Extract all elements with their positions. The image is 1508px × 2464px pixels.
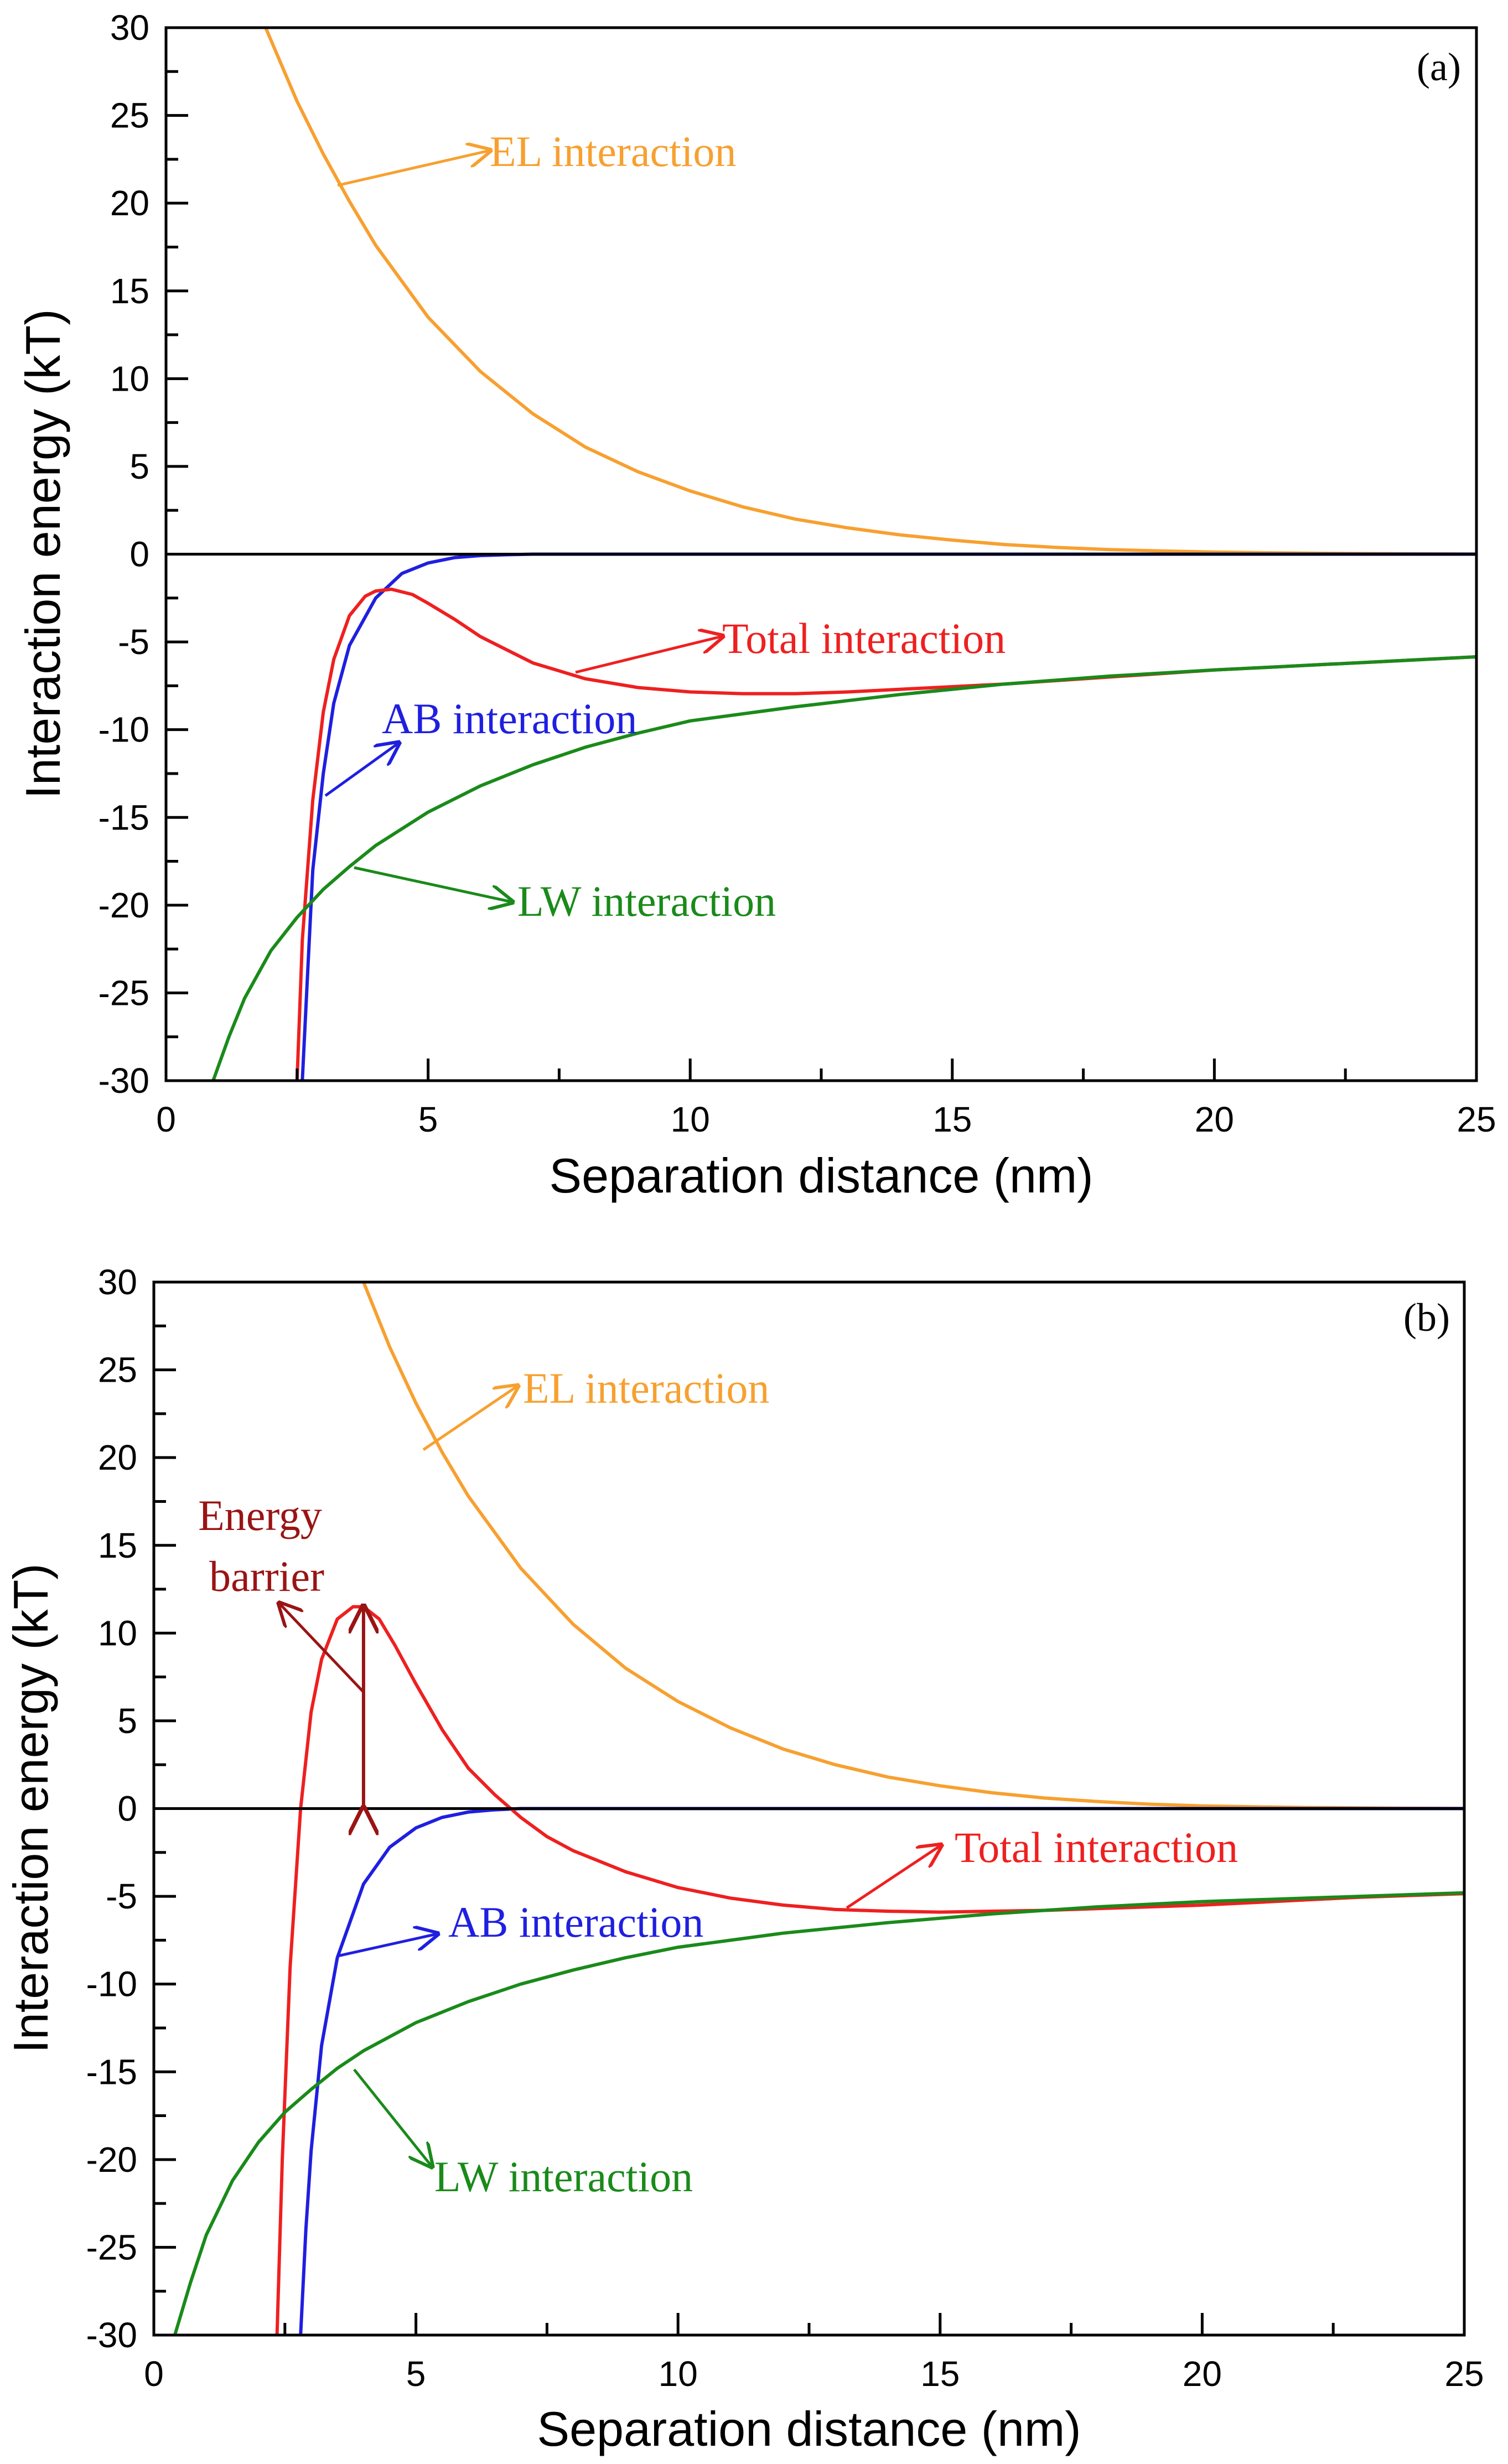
series-total-interaction-a bbox=[295, 587, 1476, 1081]
y-tick-label-a: 15 bbox=[110, 271, 149, 311]
tick-layer-b: 0 5 10 15 20 25 30 25 20 15 10 5 0 -5 -10 -15 -20 -25 -30 bbox=[86, 1262, 1484, 2394]
lw-label-a: LW interaction bbox=[517, 877, 776, 925]
y-tick-label-a: -25 bbox=[99, 973, 150, 1013]
energy-barrier-label-line1: Energy bbox=[198, 1491, 322, 1539]
x-axis-title-a: Separation distance (nm) bbox=[549, 1148, 1093, 1203]
y-tick-label-b: 10 bbox=[98, 1613, 137, 1653]
ab-label-a: AB interaction bbox=[382, 694, 637, 743]
y-tick-label-a: 5 bbox=[129, 447, 149, 486]
el-arrow-a bbox=[337, 151, 490, 187]
energy-barrier-label-line2: barrier bbox=[209, 1552, 324, 1600]
series-el-interaction-b bbox=[361, 1282, 1464, 1811]
series-ab-interaction-b bbox=[299, 1807, 1464, 2335]
ab-arrow-a bbox=[324, 743, 398, 797]
series-lw-interaction-b bbox=[173, 1891, 1464, 2335]
y-tick-label-a: 25 bbox=[110, 96, 149, 136]
x-tick-label-b: 5 bbox=[406, 2354, 426, 2394]
lw-label-b: LW interaction bbox=[434, 2152, 693, 2201]
series-layer-a bbox=[166, 28, 1476, 1081]
series-el-interaction-a bbox=[264, 28, 1476, 556]
y-tick-label-b: -30 bbox=[86, 2315, 138, 2355]
x-tick-label-a: 15 bbox=[932, 1099, 972, 1139]
total-arrow-a bbox=[575, 636, 722, 674]
series-total-interaction-b bbox=[275, 1605, 1464, 2335]
panel-label-b: (b) bbox=[1403, 1295, 1450, 1340]
y-tick-label-b: 25 bbox=[98, 1350, 137, 1390]
y-tick-label-b: -5 bbox=[106, 1876, 137, 1916]
panel-b: 0 5 10 15 20 25302520151050-5-10-15-20-25-30 … bbox=[3, 1262, 1484, 2456]
x-tick-label-a: 0 bbox=[156, 1099, 176, 1139]
y-tick-label-b: -25 bbox=[86, 2227, 138, 2267]
y-tick-label-b: -20 bbox=[86, 2140, 138, 2180]
y-tick-label-a: -20 bbox=[99, 885, 150, 925]
y-axis-title-b: Interaction energy (kT) bbox=[3, 1563, 58, 2053]
total-label-a: Total interaction bbox=[722, 614, 1006, 662]
y-tick-label-a: -10 bbox=[99, 710, 150, 750]
tick-layer-a: 0 5 10 15 20 25 30 25 20 15 10 5 0 -5 -10 -15 -20 -25 -30 bbox=[99, 8, 1496, 1139]
series-layer-b bbox=[154, 1282, 1464, 2335]
panel-label-a: (a) bbox=[1417, 45, 1461, 89]
y-tick-label-a: -30 bbox=[99, 1061, 150, 1101]
y-tick-label-b: -10 bbox=[86, 1964, 138, 2004]
y-axis-title-a: Interaction energy (kT) bbox=[15, 309, 70, 798]
x-tick-label-a: 25 bbox=[1457, 1099, 1496, 1139]
total-label-b: Total interaction bbox=[955, 1823, 1238, 1871]
y-tick-label-a: 30 bbox=[110, 8, 149, 48]
y-tick-label-a: -15 bbox=[99, 797, 150, 837]
y-tick-label-b: 5 bbox=[117, 1701, 137, 1741]
lw-arrow-a bbox=[354, 866, 512, 902]
y-tick-label-a: -5 bbox=[118, 622, 149, 662]
y-tick-label-b: -15 bbox=[86, 2052, 138, 2092]
energy-barrier-pointer bbox=[279, 1604, 365, 1693]
y-tick-label-b: 15 bbox=[98, 1526, 137, 1565]
el-arrow-b bbox=[422, 1386, 517, 1451]
y-tick-label-b: 20 bbox=[98, 1438, 137, 1477]
ab-label-b: AB interaction bbox=[448, 1898, 703, 1946]
x-tick-label-b: 15 bbox=[920, 2354, 960, 2394]
x-tick-label-b: 0 bbox=[144, 2354, 164, 2394]
series-lw-interaction-a bbox=[211, 655, 1476, 1081]
x-tick-label-b: 20 bbox=[1183, 2354, 1222, 2394]
y-tick-label-b: 30 bbox=[98, 1262, 137, 1302]
x-tick-label-b: 25 bbox=[1444, 2354, 1484, 2394]
x-tick-label-b: 10 bbox=[659, 2354, 698, 2394]
x-tick-label-a: 20 bbox=[1195, 1099, 1234, 1139]
lw-arrow-b bbox=[353, 2068, 432, 2166]
el-label-a: EL interaction bbox=[490, 127, 736, 175]
y-tick-label-b: 0 bbox=[117, 1789, 137, 1829]
x-tick-label-a: 10 bbox=[671, 1099, 710, 1139]
total-arrow-b bbox=[846, 1845, 941, 1910]
x-tick-label-a: 5 bbox=[418, 1099, 438, 1139]
x-axis-title-b: Separation distance (nm) bbox=[537, 2401, 1081, 2456]
y-tick-label-a: 0 bbox=[129, 535, 149, 574]
y-tick-label-a: 10 bbox=[110, 359, 149, 398]
y-tick-label-a: 20 bbox=[110, 183, 149, 223]
ab-arrow-b bbox=[337, 1934, 437, 1958]
panel-a: 0 5 10 15 20 25302520151050-5-10-15-20-25-30 … bbox=[15, 8, 1496, 1203]
el-label-b: EL interaction bbox=[523, 1364, 769, 1412]
